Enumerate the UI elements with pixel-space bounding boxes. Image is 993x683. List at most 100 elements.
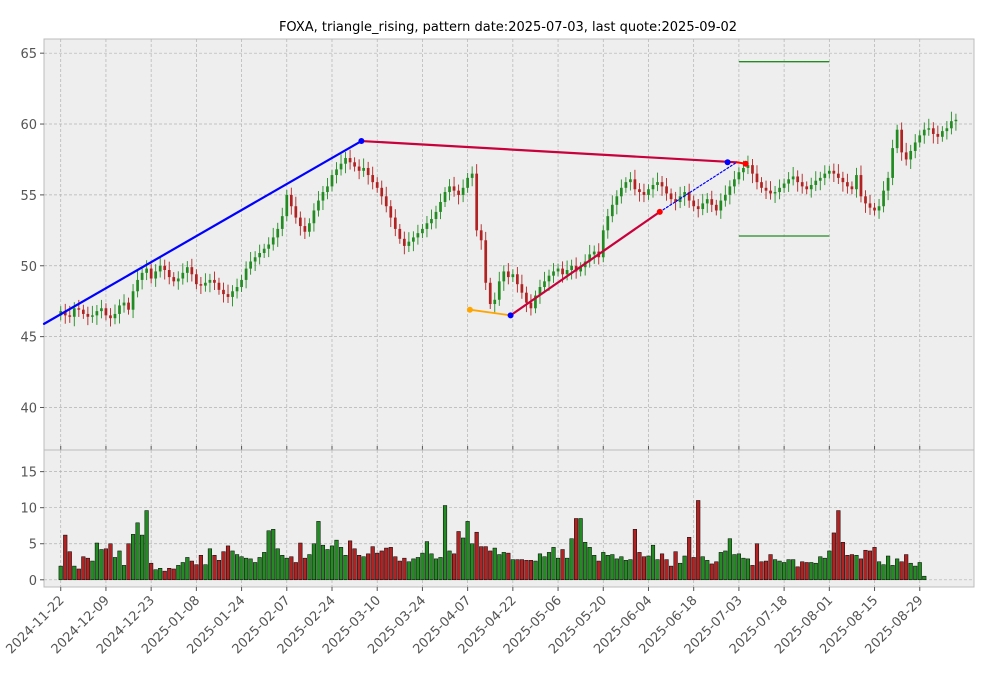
candle-body — [262, 248, 266, 254]
volume-bar — [619, 556, 624, 581]
candles — [59, 111, 958, 327]
candle-body — [606, 216, 610, 231]
candle-body — [778, 187, 781, 193]
candle-body — [742, 167, 745, 173]
candle-body — [353, 162, 356, 167]
candle-body — [402, 238, 406, 246]
dotted-projection — [659, 161, 738, 213]
candle-body — [195, 274, 198, 285]
candle-body — [407, 241, 411, 246]
upper-trendline — [360, 139, 738, 164]
volume-bar — [366, 553, 371, 581]
volume-bar — [293, 562, 298, 581]
volume-bar — [736, 553, 741, 581]
volume-bar — [528, 560, 533, 581]
volume-bar — [225, 545, 231, 581]
volume-bar — [108, 543, 113, 581]
candle-body — [665, 186, 668, 194]
candle-body — [601, 230, 605, 258]
pattern-overlay — [42, 61, 830, 325]
candle-body — [113, 313, 117, 319]
volume-bar — [899, 561, 904, 581]
candle-body — [633, 179, 637, 190]
candle-body — [326, 186, 329, 193]
volume-bar — [474, 531, 479, 581]
volume-bar — [420, 552, 425, 581]
candle-body — [149, 268, 153, 279]
volume-bar — [501, 552, 506, 581]
orange-segment — [468, 308, 512, 317]
volume-bar — [732, 554, 737, 581]
volume-bar — [140, 534, 145, 581]
volume-bar — [284, 557, 289, 581]
volume-bar — [325, 549, 330, 581]
volume-bar — [99, 549, 104, 581]
volume-y-tick-label: 10 — [20, 502, 37, 517]
volume-bar — [266, 530, 271, 581]
candle-body — [479, 230, 483, 241]
volume-bar — [357, 555, 362, 581]
candle-body — [579, 267, 583, 272]
volume-bar — [583, 542, 588, 581]
candle-body — [425, 223, 429, 229]
candle-body — [556, 268, 560, 272]
chart-title: FOXA, triangle_rising, pattern date:2025… — [279, 20, 737, 35]
candle-body — [380, 187, 384, 197]
candle-body — [294, 206, 298, 218]
volume-bar — [596, 560, 601, 581]
candle-body — [68, 315, 72, 317]
candle-body — [723, 194, 727, 201]
candle-body — [651, 184, 655, 190]
candle-body — [213, 279, 216, 283]
volume-bar — [524, 560, 529, 581]
candle-body — [81, 309, 85, 314]
candle-body — [466, 177, 469, 188]
candle-body — [592, 251, 596, 255]
volume-bar — [194, 564, 199, 581]
candle-body — [127, 302, 130, 310]
volume-bar — [592, 555, 597, 581]
volume-bar — [162, 570, 167, 581]
volume-bar — [886, 555, 891, 581]
volume-bar — [352, 548, 357, 581]
volume-bar — [402, 557, 407, 581]
candle-body — [516, 274, 519, 285]
price-y-tick-label: 40 — [20, 401, 37, 416]
volume-bar — [447, 550, 452, 581]
volume-bar — [854, 555, 859, 581]
volume-bar — [759, 561, 764, 581]
candle-body — [190, 267, 194, 275]
volume-bar — [637, 552, 642, 581]
candle-body — [877, 206, 881, 211]
volume-bar — [230, 550, 235, 581]
volume-bar — [497, 554, 502, 581]
candle-body — [375, 182, 379, 188]
candle-body — [773, 192, 777, 194]
candle-body — [638, 189, 641, 193]
volume-bar — [203, 564, 208, 581]
volume-bar — [298, 542, 303, 581]
volume-bar — [411, 558, 416, 581]
candle-body — [692, 200, 696, 207]
candle-body — [72, 308, 76, 317]
volume-bar — [180, 562, 185, 581]
volume-bar — [782, 562, 787, 581]
candle-body — [181, 272, 185, 279]
volume-bar — [922, 575, 927, 581]
volume-bar — [506, 552, 511, 581]
volume-bar — [470, 543, 475, 581]
volume-bar — [375, 552, 380, 581]
candle-body — [687, 192, 691, 201]
candle-body — [805, 186, 809, 190]
volume-bar — [488, 550, 493, 581]
candle-body — [814, 180, 818, 185]
volume-bar — [262, 552, 267, 581]
candle-body — [823, 173, 827, 178]
volume-bar — [533, 560, 538, 581]
volume-bar — [176, 565, 181, 581]
candle-body — [357, 166, 361, 171]
volume-bar — [302, 557, 307, 581]
volume-bar — [253, 562, 258, 581]
volume-bar — [85, 557, 90, 581]
